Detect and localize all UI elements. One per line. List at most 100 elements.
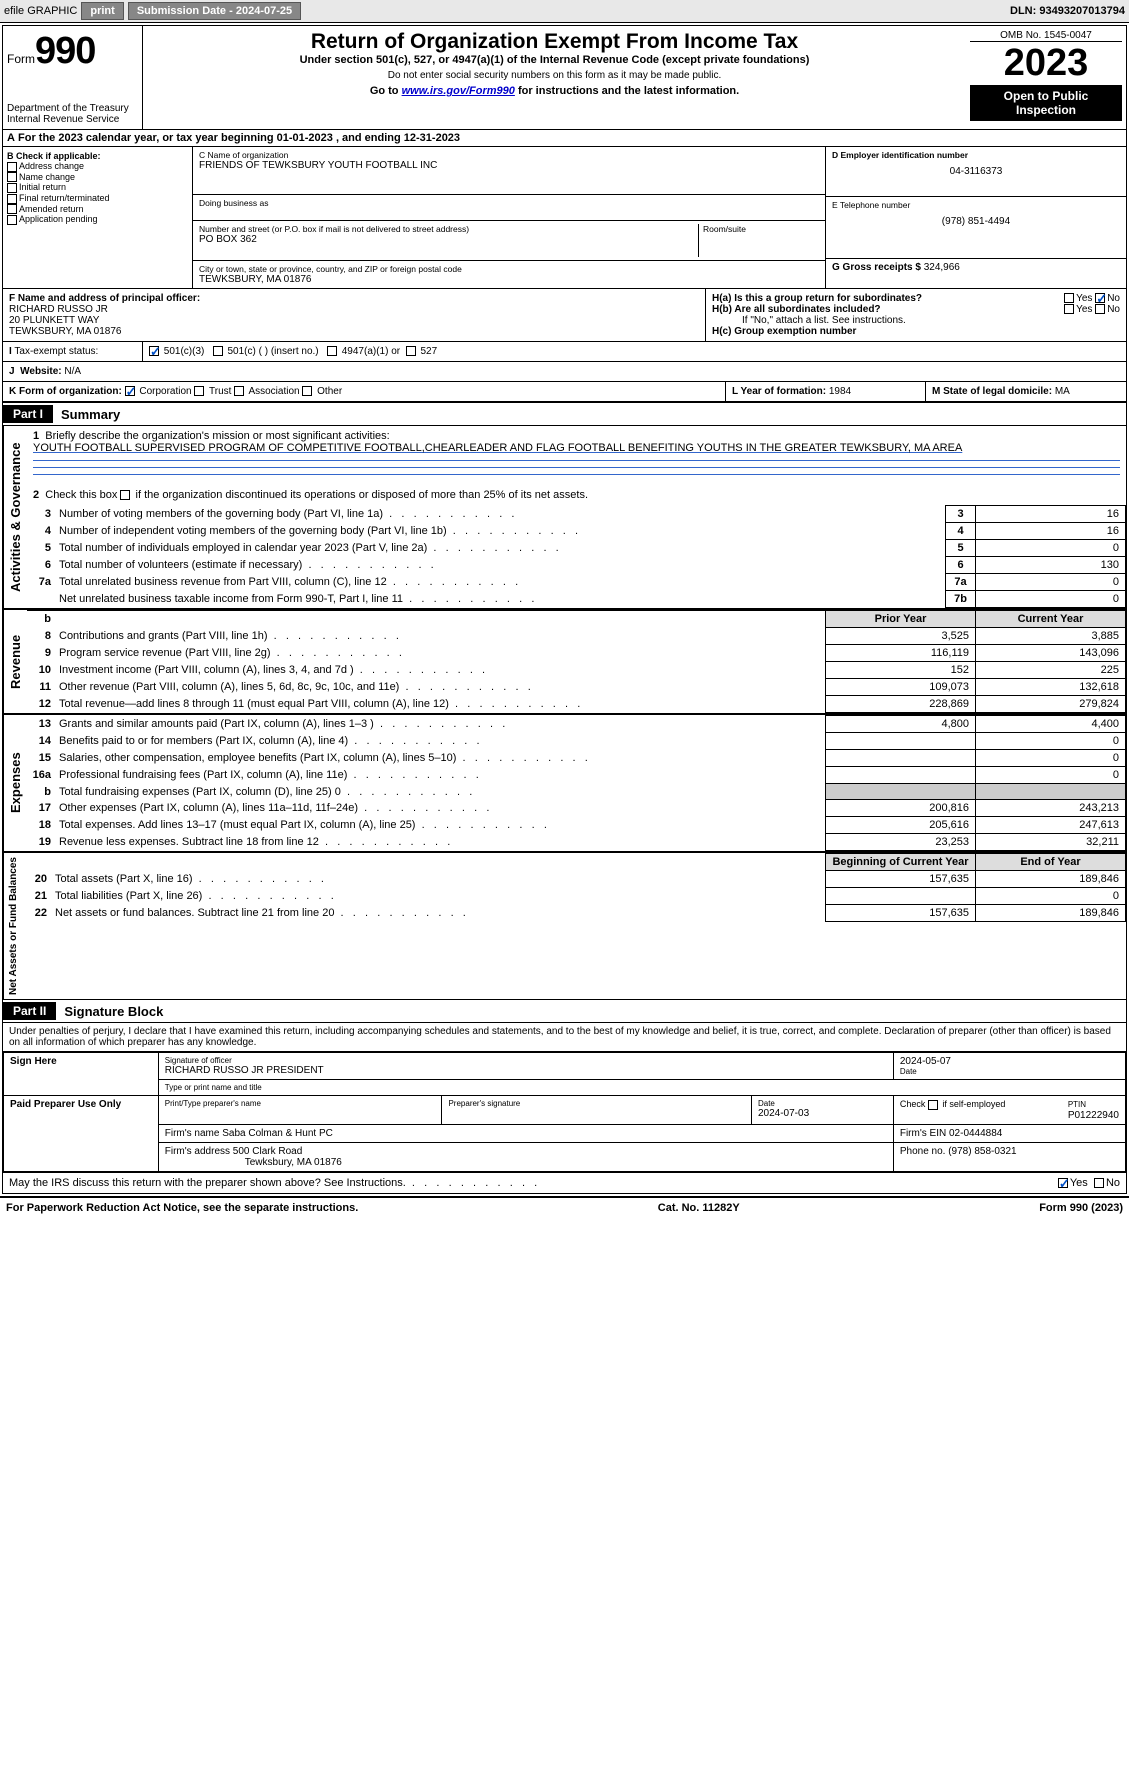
discuss-yes[interactable] bbox=[1058, 1178, 1068, 1188]
year-formation: 1984 bbox=[829, 386, 851, 397]
cb-527[interactable] bbox=[406, 346, 416, 356]
mission-text: YOUTH FOOTBALL SUPERVISED PROGRAM OF COM… bbox=[33, 442, 962, 454]
ein: 04-3116373 bbox=[832, 166, 1120, 177]
discuss-row: May the IRS discuss this return with the… bbox=[3, 1172, 1126, 1193]
paid-preparer-label: Paid Preparer Use Only bbox=[4, 1096, 159, 1172]
state-domicile-label: M State of legal domicile: bbox=[932, 386, 1055, 397]
gross-receipts-label: G Gross receipts $ bbox=[832, 262, 924, 273]
form-number: 990 bbox=[35, 30, 95, 72]
cb-501c[interactable] bbox=[213, 346, 223, 356]
phone-label: Phone no. bbox=[900, 1146, 948, 1157]
hb-yes[interactable] bbox=[1064, 304, 1074, 314]
city: TEWKSBURY, MA 01876 bbox=[199, 274, 819, 285]
declaration: Under penalties of perjury, I declare th… bbox=[3, 1023, 1126, 1052]
form-container: Form990 Department of the Treasury Inter… bbox=[2, 25, 1127, 1194]
topbar: efile GRAPHIC print Submission Date - 20… bbox=[0, 0, 1129, 23]
print-button[interactable]: print bbox=[81, 2, 123, 20]
ha-label: H(a) Is this a group return for subordin… bbox=[712, 293, 922, 304]
tel-label: E Telephone number bbox=[832, 200, 1120, 210]
footer: For Paperwork Reduction Act Notice, see … bbox=[0, 1196, 1129, 1218]
tab-governance: Activities & Governance bbox=[3, 426, 27, 608]
part-ii-header: Part II Signature Block bbox=[3, 1000, 1126, 1023]
cb-discontinued[interactable] bbox=[120, 490, 130, 500]
cb-self-employed[interactable] bbox=[928, 1100, 938, 1110]
officer-signature: RICHARD RUSSO JR PRESIDENT bbox=[165, 1065, 887, 1076]
line-1: 1 Briefly describe the organization's mi… bbox=[27, 426, 1126, 485]
form-header: Form990 Department of the Treasury Inter… bbox=[3, 26, 1126, 130]
subtitle-1: Under section 501(c), 527, or 4947(a)(1)… bbox=[151, 54, 958, 66]
open-inspection: Open to Public Inspection bbox=[970, 85, 1122, 121]
box-d-e-g: D Employer identification number 04-3116… bbox=[826, 147, 1126, 288]
blank-line-2 bbox=[33, 467, 1120, 468]
dept-treasury: Department of the Treasury bbox=[7, 103, 138, 114]
revenue-section: Revenue bPrior YearCurrent Year8Contribu… bbox=[3, 610, 1126, 715]
ptin: P01222940 bbox=[1068, 1110, 1119, 1121]
netassets-section: Net Assets or Fund Balances Beginning of… bbox=[3, 853, 1126, 1000]
tax-year: 2023 bbox=[970, 42, 1122, 85]
hc-label: H(c) Group exemption number bbox=[712, 326, 856, 337]
pra-notice: For Paperwork Reduction Act Notice, see … bbox=[6, 1202, 358, 1214]
governance-table: 3Number of voting members of the governi… bbox=[27, 505, 1126, 608]
cat-no: Cat. No. 11282Y bbox=[658, 1202, 740, 1214]
box-b-header: B Check if applicable: bbox=[7, 151, 188, 161]
blank-line-1 bbox=[33, 460, 1120, 461]
state-domicile: MA bbox=[1055, 386, 1070, 397]
cb-other[interactable] bbox=[302, 386, 312, 396]
irs-link[interactable]: www.irs.gov/Form990 bbox=[402, 85, 515, 97]
subtitle-2: Do not enter social security numbers on … bbox=[151, 70, 958, 81]
city-label: City or town, state or province, country… bbox=[199, 264, 819, 274]
checkbox-name-change[interactable] bbox=[7, 172, 17, 182]
checkbox-final[interactable] bbox=[7, 194, 17, 204]
form-word: Form bbox=[7, 52, 35, 66]
box-h: H(a) Is this a group return for subordin… bbox=[706, 289, 1126, 341]
sign-here-label: Sign Here bbox=[4, 1053, 159, 1096]
firm-phone: (978) 858-0321 bbox=[948, 1146, 1016, 1157]
form-ref: Form 990 (2023) bbox=[1039, 1202, 1123, 1214]
ha-yes[interactable] bbox=[1064, 293, 1074, 303]
ha-no[interactable] bbox=[1095, 293, 1105, 303]
cb-trust[interactable] bbox=[194, 386, 204, 396]
firm-city: Tewksbury, MA 01876 bbox=[165, 1157, 342, 1168]
officer-addr2: TEWKSBURY, MA 01876 bbox=[9, 326, 699, 337]
sign-date-label: Date bbox=[900, 1067, 1119, 1076]
checkbox-addr-change[interactable] bbox=[7, 162, 17, 172]
officer-h-row: F Name and address of principal officer:… bbox=[3, 289, 1126, 342]
ein-label: D Employer identification number bbox=[832, 150, 1120, 160]
discuss-no[interactable] bbox=[1094, 1178, 1104, 1188]
room-label: Room/suite bbox=[703, 224, 819, 234]
checkbox-initial[interactable] bbox=[7, 183, 17, 193]
prep-date: 2024-07-03 bbox=[758, 1108, 887, 1119]
revenue-table: bPrior YearCurrent Year8Contributions an… bbox=[27, 610, 1126, 713]
k-l-m-row: K Form of organization: Corporation Trus… bbox=[3, 382, 1126, 403]
firm-addr: 500 Clark Road bbox=[233, 1146, 302, 1157]
prep-sig-label: Preparer's signature bbox=[448, 1099, 745, 1108]
sig-officer-label: Signature of officer bbox=[165, 1056, 887, 1065]
status-website-row: I Tax-exempt status: 501(c)(3) 501(c) ( … bbox=[3, 342, 1126, 362]
dba-label: Doing business as bbox=[199, 198, 819, 208]
firm-name: Saba Colman & Hunt PC bbox=[222, 1128, 333, 1139]
org-name-label: C Name of organization bbox=[199, 150, 819, 160]
cb-4947[interactable] bbox=[327, 346, 337, 356]
tab-netassets: Net Assets or Fund Balances bbox=[3, 853, 23, 999]
irs: Internal Revenue Service bbox=[7, 114, 138, 125]
tab-revenue: Revenue bbox=[3, 610, 27, 713]
tab-expenses: Expenses bbox=[3, 715, 27, 851]
submission-date: Submission Date - 2024-07-25 bbox=[128, 2, 301, 20]
box-f: F Name and address of principal officer:… bbox=[3, 289, 706, 341]
goto-line: Go to www.irs.gov/Form990 for instructio… bbox=[151, 85, 958, 97]
tax-year-line: A For the 2023 calendar year, or tax yea… bbox=[3, 130, 1126, 147]
type-name-label: Type or print name and title bbox=[165, 1083, 1119, 1092]
gross-receipts: 324,966 bbox=[924, 262, 960, 273]
cb-corp[interactable] bbox=[125, 386, 135, 396]
omb-number: OMB No. 1545-0047 bbox=[970, 30, 1122, 42]
prep-name-label: Print/Type preparer's name bbox=[165, 1099, 436, 1108]
year-formation-label: L Year of formation: bbox=[732, 386, 829, 397]
checkbox-amended[interactable] bbox=[7, 204, 17, 214]
officer-addr1: 20 PLUNKETT WAY bbox=[9, 315, 699, 326]
blank-line-3 bbox=[33, 474, 1120, 475]
checkbox-app-pending[interactable] bbox=[7, 215, 17, 225]
firm-name-label: Firm's name bbox=[165, 1128, 222, 1139]
cb-501c3[interactable] bbox=[149, 346, 159, 356]
cb-assoc[interactable] bbox=[234, 386, 244, 396]
org-name: FRIENDS OF TEWKSBURY YOUTH FOOTBALL INC bbox=[199, 160, 819, 171]
